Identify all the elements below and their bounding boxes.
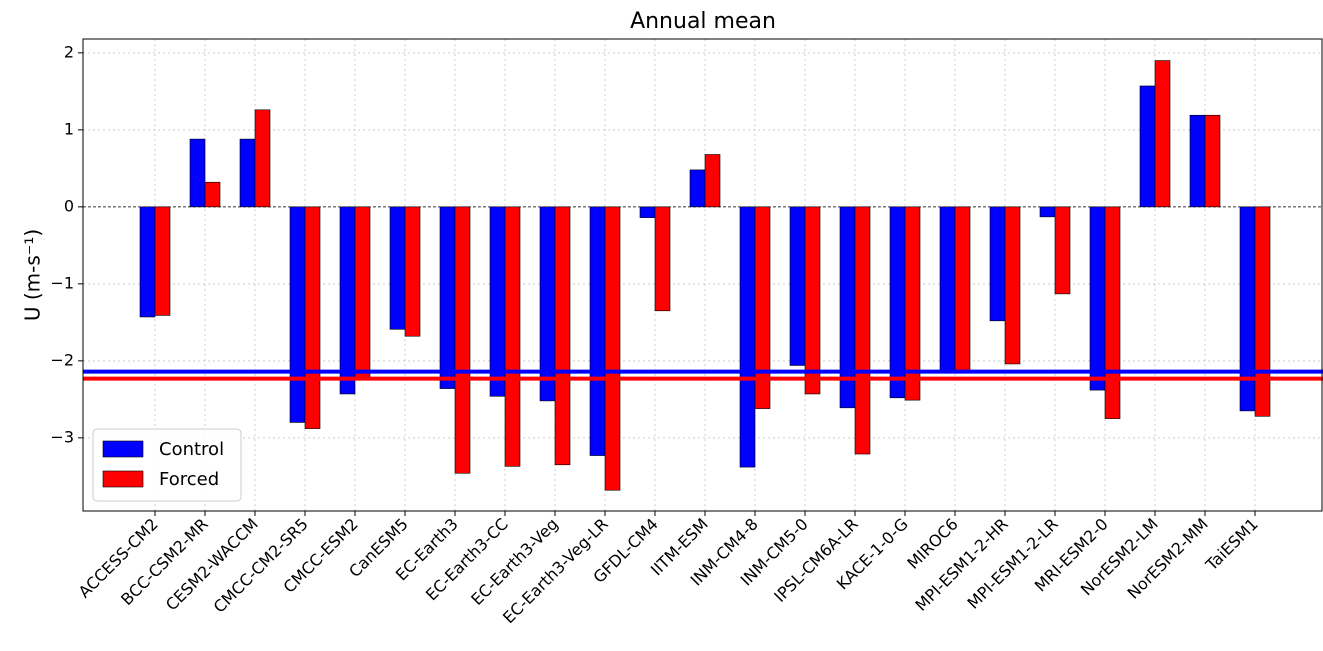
- bar: [439, 206, 456, 389]
- bar: [1154, 60, 1171, 208]
- chart-title: Annual mean: [630, 9, 776, 34]
- bar: [354, 206, 371, 379]
- bar: [1189, 114, 1206, 208]
- bar: [689, 169, 706, 208]
- bar: [704, 154, 721, 208]
- bar: [204, 181, 221, 208]
- bar: [404, 206, 421, 337]
- bar: [989, 206, 1006, 322]
- x-tick-label: CESM2-WACCM: [162, 514, 262, 614]
- bar: [954, 206, 971, 373]
- legend-swatch: [102, 470, 144, 488]
- bar: [454, 206, 471, 474]
- bar: [504, 206, 521, 467]
- bar: [239, 138, 256, 208]
- y-axis-label: U (m-s⁻¹): [21, 229, 45, 321]
- legend-label: Control: [159, 439, 224, 460]
- x-tick-label: MPI-ESM1-2-LR: [964, 514, 1062, 612]
- bar: [654, 206, 671, 312]
- plot-frame: [82, 38, 1323, 512]
- bar: [254, 109, 271, 208]
- bar: [304, 206, 321, 429]
- bar: [1054, 206, 1071, 295]
- bar: [789, 206, 806, 366]
- bar: [189, 138, 206, 208]
- x-tick-label: EC-Earth3-Veg: [467, 514, 562, 609]
- y-tick-label: 1: [64, 119, 74, 138]
- bar: [389, 206, 406, 330]
- bar: [889, 206, 906, 399]
- x-tick-label: TaiESM1: [1201, 514, 1262, 575]
- bar: [1104, 206, 1121, 419]
- bar: [754, 206, 771, 409]
- y-tick-label: −3: [50, 427, 74, 446]
- bar: [1254, 206, 1271, 417]
- bar: [1139, 85, 1156, 208]
- bar: [1004, 206, 1021, 365]
- bar: [589, 206, 606, 456]
- bar: [289, 206, 306, 423]
- bar: [489, 206, 506, 397]
- bar: [1039, 206, 1056, 218]
- bar: [939, 206, 956, 371]
- y-tick-label: −2: [50, 350, 74, 369]
- bar: [639, 206, 656, 218]
- bar: [604, 206, 621, 491]
- bar: [139, 206, 156, 318]
- x-tick-label: MPI-ESM1-2-HR: [911, 514, 1011, 614]
- legend-swatch: [102, 440, 144, 458]
- x-tick-label: BCC-CSM2-MR: [117, 514, 212, 609]
- y-tick-label: 2: [64, 42, 74, 61]
- bar: [854, 206, 871, 455]
- bar: [1089, 206, 1106, 391]
- bar: [1204, 114, 1221, 208]
- y-tick-label: 0: [64, 196, 74, 215]
- bar: [904, 206, 921, 401]
- bar: [804, 206, 821, 395]
- bar: [339, 206, 356, 395]
- bar: [554, 206, 571, 466]
- y-tick-label: −1: [50, 273, 74, 292]
- bar: [154, 206, 171, 316]
- bar: [739, 206, 756, 468]
- legend-label: Forced: [159, 469, 219, 490]
